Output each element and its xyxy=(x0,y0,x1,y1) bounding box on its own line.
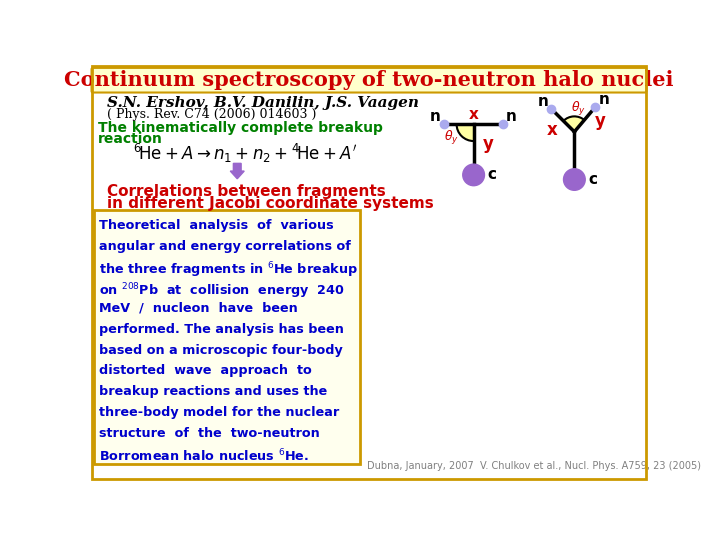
Text: Dubna, January, 2007  V. Chulkov et al., Nucl. Phys. A759, 23 (2005): Dubna, January, 2007 V. Chulkov et al., … xyxy=(367,461,701,470)
FancyBboxPatch shape xyxy=(91,68,647,92)
Wedge shape xyxy=(564,117,585,132)
Text: Theoretical  analysis  of  various: Theoretical analysis of various xyxy=(99,219,334,232)
Text: in different Jacobi coordinate systems: in different Jacobi coordinate systems xyxy=(107,196,433,211)
Text: breakup reactions and uses the: breakup reactions and uses the xyxy=(99,385,328,398)
Text: Borromean halo nucleus $^6$He.: Borromean halo nucleus $^6$He. xyxy=(99,448,309,464)
Text: n: n xyxy=(537,94,548,109)
Text: the three fragments in $^6$He breakup: the three fragments in $^6$He breakup xyxy=(99,260,358,280)
Text: performed. The analysis has been: performed. The analysis has been xyxy=(99,323,344,336)
Text: The kinematically complete breakup: The kinematically complete breakup xyxy=(98,121,382,135)
Text: $\theta_y$: $\theta_y$ xyxy=(444,129,459,147)
Text: on $^{208}$Pb  at  collision  energy  240: on $^{208}$Pb at collision energy 240 xyxy=(99,281,345,301)
Text: c: c xyxy=(588,172,598,187)
Text: y: y xyxy=(483,135,494,153)
Text: y: y xyxy=(595,112,606,130)
Text: MeV  /  nucleon  have  been: MeV / nucleon have been xyxy=(99,302,298,315)
FancyArrow shape xyxy=(230,164,244,179)
Text: S.N. Ershov, B.V. Danilin, J.S. Vaagen: S.N. Ershov, B.V. Danilin, J.S. Vaagen xyxy=(107,96,419,110)
Text: Correlations between fragments: Correlations between fragments xyxy=(107,184,386,199)
Text: $\theta_y$: $\theta_y$ xyxy=(571,100,585,118)
Text: x: x xyxy=(546,122,557,139)
Text: distorted  wave  approach  to: distorted wave approach to xyxy=(99,364,312,377)
Text: reaction: reaction xyxy=(98,132,163,146)
Text: x: x xyxy=(469,107,479,123)
FancyBboxPatch shape xyxy=(94,210,360,464)
Wedge shape xyxy=(456,124,474,141)
Text: c: c xyxy=(487,167,497,183)
Circle shape xyxy=(463,164,485,186)
Text: $^6\!\mathrm{He} + A \rightarrow n_1 + n_2 + {}^4\!\mathrm{He} + A'$: $^6\!\mathrm{He} + A \rightarrow n_1 + n… xyxy=(132,142,357,165)
Text: Continuum spectroscopy of two-neutron halo nuclei: Continuum spectroscopy of two-neutron ha… xyxy=(64,70,674,90)
Text: ( Phys. Rev. C74 (2006) 014603 ): ( Phys. Rev. C74 (2006) 014603 ) xyxy=(107,109,316,122)
Text: n: n xyxy=(506,109,517,124)
Text: structure  of  the  two-neutron: structure of the two-neutron xyxy=(99,427,320,440)
Text: based on a microscopic four-body: based on a microscopic four-body xyxy=(99,343,343,356)
Text: angular and energy correlations of: angular and energy correlations of xyxy=(99,240,351,253)
Text: n: n xyxy=(431,109,441,124)
Circle shape xyxy=(564,168,585,190)
Text: three-body model for the nuclear: three-body model for the nuclear xyxy=(99,406,340,419)
Text: n: n xyxy=(598,92,609,107)
